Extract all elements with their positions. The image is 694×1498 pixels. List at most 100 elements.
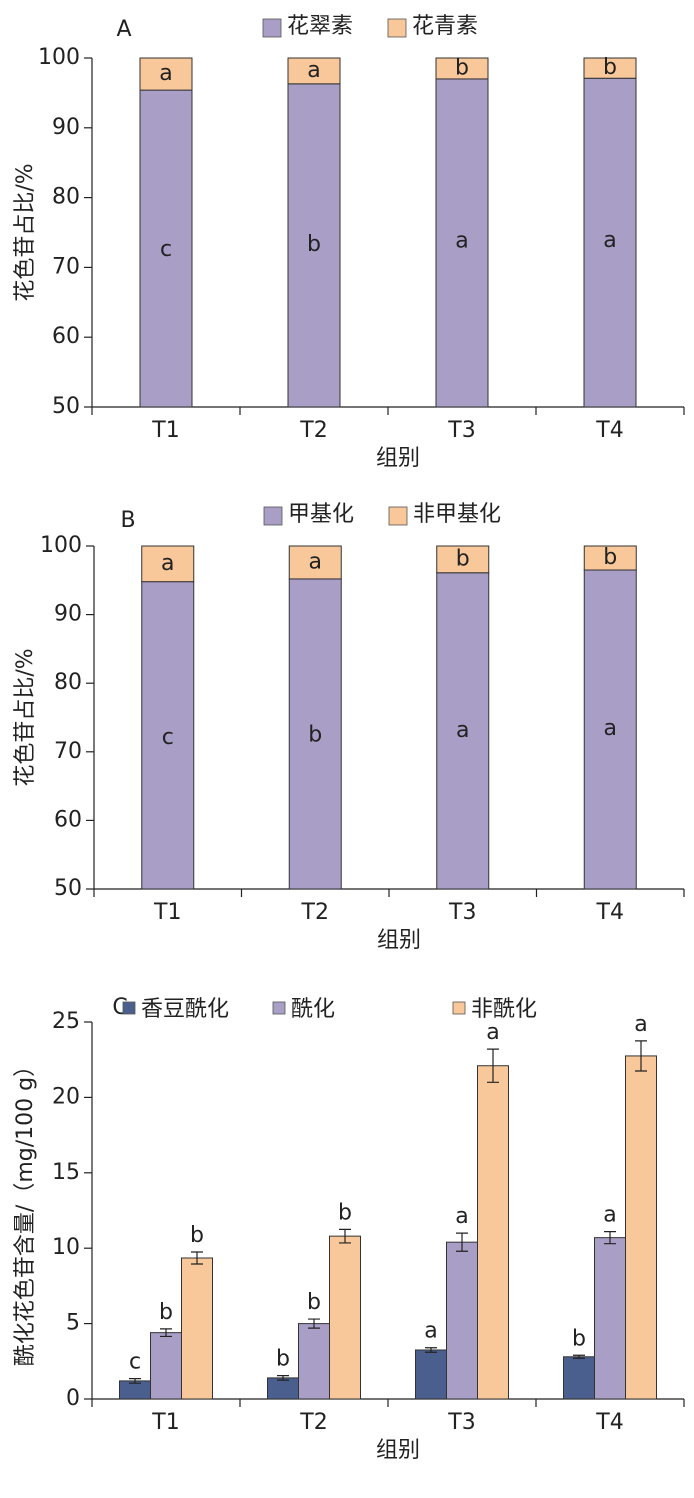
x-tick-label: T2 <box>301 900 329 925</box>
significance-label: a <box>455 1204 468 1229</box>
x-tick-label: T1 <box>153 900 181 925</box>
y-tick-label: 100 <box>40 533 82 558</box>
significance-label: b <box>308 723 322 748</box>
y-tick-label: 0 <box>66 1386 80 1411</box>
error-bar <box>573 1354 585 1359</box>
significance-label: c <box>162 725 174 750</box>
y-tick-label: 10 <box>52 1235 80 1260</box>
significance-label: b <box>159 1300 173 1325</box>
error-bar <box>456 1232 468 1252</box>
bar-segment <box>436 572 490 890</box>
significance-label: b <box>603 545 617 570</box>
bar <box>298 1323 330 1400</box>
bar-segment <box>141 581 195 890</box>
x-tick-label: T3 <box>448 900 476 925</box>
bar-segment <box>435 57 489 80</box>
y-axis-label: 酰化花色苷含量/（mg/100 g） <box>13 1055 38 1366</box>
significance-label: a <box>309 549 322 574</box>
significance-label: c <box>129 1350 141 1375</box>
legend-label: 非酰化 <box>471 997 537 1022</box>
bar-segment <box>288 545 342 580</box>
significance-label: a <box>456 718 469 743</box>
bar-segment <box>141 545 195 583</box>
bar-segment <box>583 569 637 890</box>
significance-label: a <box>603 228 616 253</box>
bar <box>625 1055 657 1400</box>
bar-segment <box>139 57 193 91</box>
x-tick-label: T1 <box>151 418 179 443</box>
legend-label: 花青素 <box>412 14 478 39</box>
bar <box>594 1237 626 1400</box>
error-bar <box>425 1347 437 1353</box>
error-bar <box>604 1231 616 1245</box>
error-bar <box>191 1251 203 1265</box>
x-tick-label: T4 <box>595 1410 623 1435</box>
significance-label: c <box>160 237 172 262</box>
bar <box>415 1349 447 1400</box>
significance-label: a <box>603 1203 616 1228</box>
bar <box>150 1332 182 1400</box>
significance-label: b <box>572 1326 586 1351</box>
y-tick-label: 25 <box>52 1009 80 1034</box>
error-bar <box>308 1318 320 1329</box>
y-tick-label: 90 <box>54 602 82 627</box>
legend-swatch <box>452 1001 466 1015</box>
y-tick-label: 80 <box>52 185 80 210</box>
significance-label: b <box>307 1290 321 1315</box>
legend-label: 香豆酰化 <box>141 997 229 1022</box>
bar-segment <box>583 57 637 79</box>
bar-segment <box>436 545 490 574</box>
x-axis-label: 组别 <box>376 446 420 471</box>
error-bar <box>129 1378 141 1384</box>
legend-swatch <box>387 18 407 38</box>
x-tick-label: T2 <box>299 1410 327 1435</box>
panel-label: A <box>116 17 131 42</box>
error-bar <box>339 1228 351 1244</box>
y-tick-label: 15 <box>52 1160 80 1185</box>
x-tick-label: T2 <box>299 418 327 443</box>
bar-segment <box>288 578 342 890</box>
y-tick-label: 100 <box>38 45 80 70</box>
x-tick-label: T4 <box>596 900 624 925</box>
x-axis-label: 组别 <box>377 928 421 953</box>
bar <box>181 1257 213 1400</box>
x-tick-label: T4 <box>595 418 623 443</box>
error-bar <box>160 1328 172 1338</box>
significance-label: a <box>455 228 468 253</box>
y-tick-label: 70 <box>52 254 80 279</box>
y-tick-label: 50 <box>54 876 82 901</box>
x-axis-label: 组别 <box>376 1438 420 1463</box>
significance-label: b <box>603 55 617 80</box>
y-axis-label: 花色苷占比/% <box>13 163 38 301</box>
x-tick-label: T3 <box>447 418 475 443</box>
significance-label: b <box>338 1200 352 1225</box>
bar <box>267 1377 299 1400</box>
bar <box>329 1235 361 1400</box>
significance-label: b <box>276 1347 290 1372</box>
significance-label: b <box>456 546 470 571</box>
error-bar <box>487 1048 499 1083</box>
legend-swatch <box>272 1001 286 1015</box>
x-tick-label: T1 <box>151 1410 179 1435</box>
legend-swatch <box>263 506 283 526</box>
y-tick-label: 90 <box>52 115 80 140</box>
significance-label: a <box>634 1012 647 1037</box>
y-tick-label: 20 <box>52 1084 80 1109</box>
significance-label: b <box>307 232 321 257</box>
legend-swatch <box>122 1001 136 1015</box>
x-tick-label: T3 <box>447 1410 475 1435</box>
significance-label: a <box>486 1020 499 1045</box>
bar-segment <box>287 57 341 85</box>
y-tick-label: 70 <box>54 739 82 764</box>
bar-segment <box>583 77 637 408</box>
significance-label: a <box>159 61 172 86</box>
bar <box>446 1241 478 1400</box>
y-tick-label: 60 <box>52 324 80 349</box>
legend-label: 甲基化 <box>288 502 354 527</box>
legend-label: 非甲基化 <box>413 502 501 527</box>
significance-label: a <box>604 716 617 741</box>
y-axis-label: 花色苷占比/% <box>13 648 38 786</box>
legend-swatch <box>262 18 282 38</box>
y-tick-label: 50 <box>52 394 80 419</box>
bar-segment <box>139 89 193 408</box>
